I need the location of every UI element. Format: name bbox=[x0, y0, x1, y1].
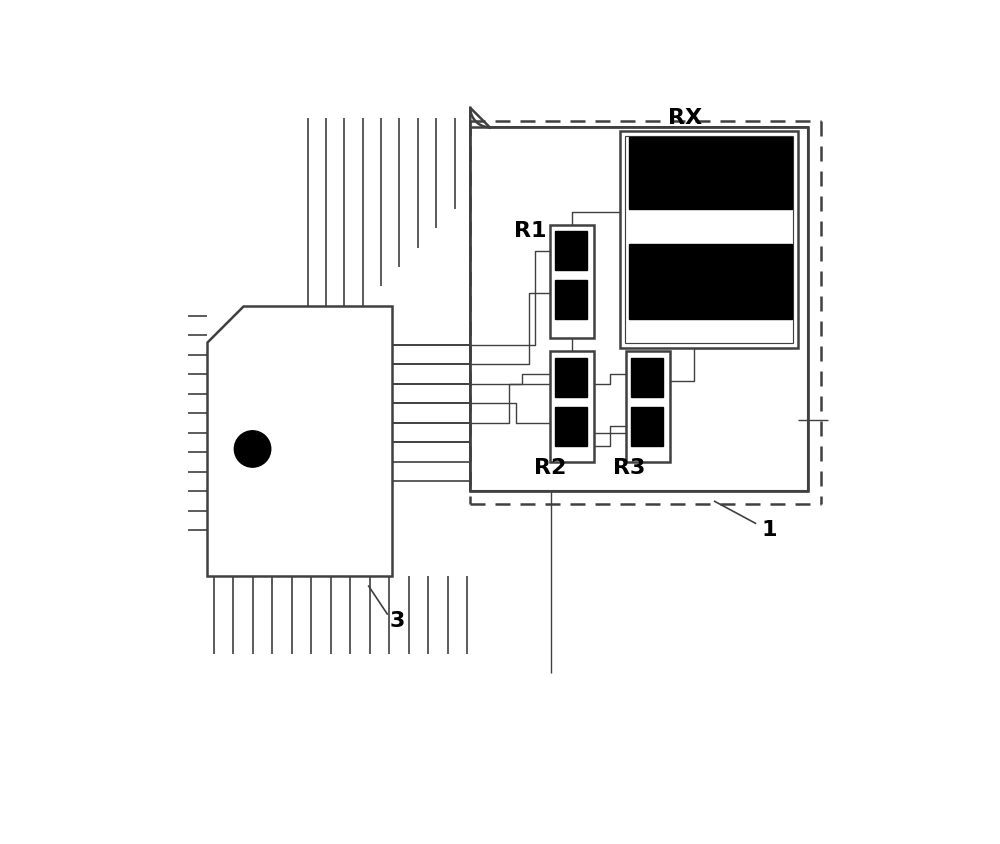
Circle shape bbox=[234, 430, 271, 468]
Bar bbox=[550, 225, 594, 338]
Bar bbox=[555, 280, 587, 319]
Bar bbox=[625, 136, 793, 343]
Bar bbox=[555, 358, 587, 397]
Bar bbox=[555, 231, 587, 270]
Polygon shape bbox=[207, 306, 392, 576]
Text: R3: R3 bbox=[613, 458, 646, 479]
Bar bbox=[629, 137, 792, 208]
Text: 3: 3 bbox=[390, 611, 405, 631]
Bar bbox=[631, 358, 663, 397]
Bar bbox=[629, 244, 792, 319]
Bar bbox=[555, 407, 587, 446]
Text: RX: RX bbox=[668, 107, 702, 127]
Text: R1: R1 bbox=[514, 221, 547, 241]
Bar bbox=[631, 407, 663, 446]
Text: R2: R2 bbox=[534, 458, 566, 479]
Text: 1: 1 bbox=[761, 520, 777, 540]
Bar bbox=[626, 351, 670, 462]
Bar bbox=[470, 127, 808, 491]
Bar bbox=[620, 131, 798, 349]
Bar bbox=[550, 351, 594, 462]
